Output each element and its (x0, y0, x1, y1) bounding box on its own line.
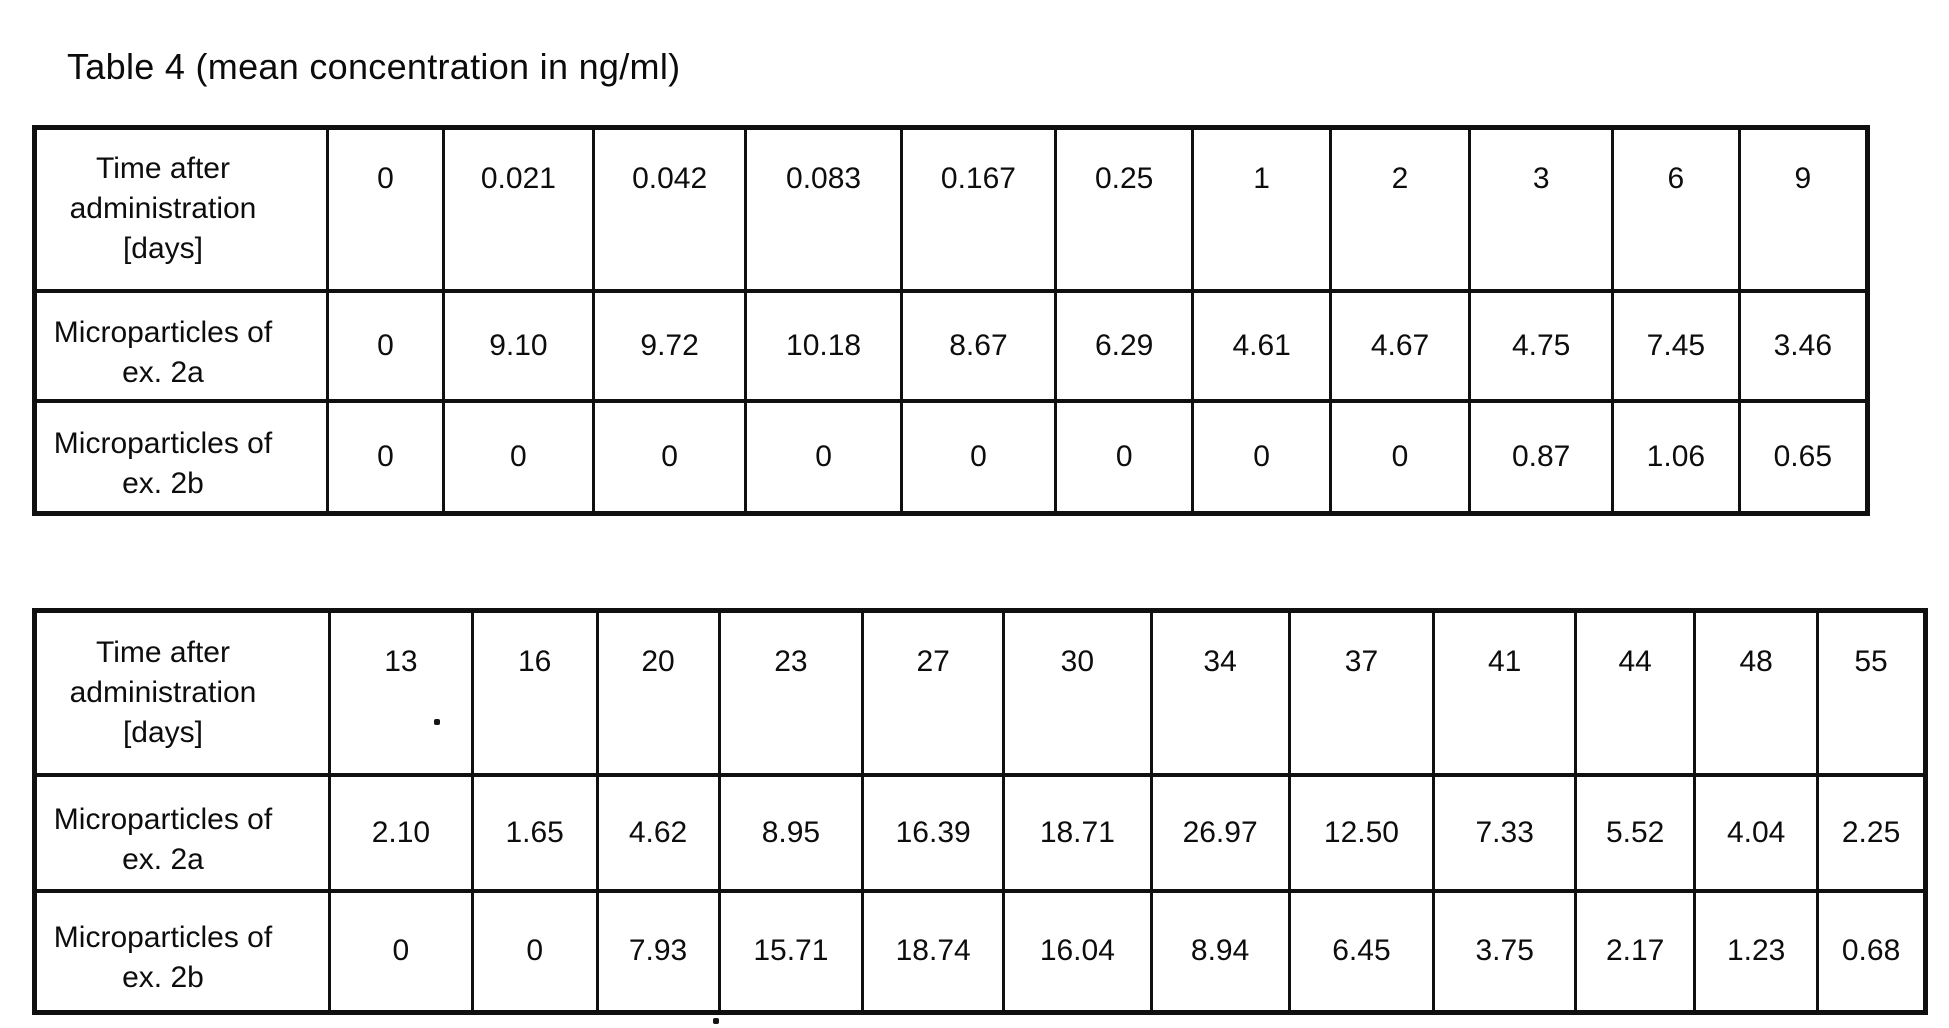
time-header-cell: 55 (1816, 608, 1927, 777)
value-cell: 0 (441, 398, 596, 516)
time-header-cell: 16 (470, 608, 599, 777)
row-header-time: Time after administration [days] (33, 608, 331, 777)
scan-speck (434, 719, 440, 725)
value-cell: 6.45 (1287, 888, 1436, 1015)
value-cell: 6.29 (1053, 288, 1195, 403)
time-header-cell: 0 (326, 125, 445, 293)
value-cell: 2.25 (1816, 772, 1927, 893)
value-cell: 10.18 (744, 288, 903, 403)
value-cell: 1.06 (1611, 398, 1741, 516)
time-header-cell: 27 (861, 608, 1006, 777)
value-cell: 0 (744, 398, 903, 516)
time-header-cell: 0.25 (1053, 125, 1195, 293)
value-cell: 4.62 (595, 772, 721, 893)
time-header-cell: 23 (717, 608, 865, 777)
table-row: Time after administration [days] 0 0.021… (32, 125, 1870, 293)
value-cell: 8.95 (717, 772, 865, 893)
value-cell: 9.72 (592, 288, 748, 403)
concentration-table-days-13-55: Time after administration [days] 13 16 2… (32, 608, 1928, 1015)
table-row: Microparticles of ex. 2a 2.10 1.65 4.62 … (33, 772, 1927, 893)
table-title: Table 4 (mean concentration in ng/ml) (67, 46, 681, 87)
value-cell: 0 (1328, 398, 1472, 516)
value-cell: 3.75 (1432, 888, 1578, 1015)
row-header-time-label: Time after administration [days] (69, 152, 257, 266)
concentration-table-days-0-9: Time after administration [days] 0 0.021… (32, 125, 1870, 516)
value-cell: 0 (899, 398, 1057, 516)
value-cell: 7.33 (1432, 772, 1578, 893)
value-cell: 0 (592, 398, 748, 516)
value-cell: 5.52 (1574, 772, 1697, 893)
row-header-ex2a-label: Microparticles of ex. 2a (53, 315, 273, 389)
value-cell: 8.94 (1149, 888, 1291, 1015)
value-cell: 12.50 (1287, 772, 1436, 893)
value-cell: 0.65 (1737, 398, 1870, 516)
time-header-cell: 44 (1574, 608, 1697, 777)
time-header-cell: 13 (328, 608, 474, 777)
value-cell: 4.61 (1191, 288, 1332, 403)
row-header-ex2a: Microparticles of ex. 2a (32, 288, 330, 403)
value-cell: 0 (470, 888, 599, 1015)
table-row: Microparticles of ex. 2b 0 0 0 0 0 0 0 0… (32, 398, 1870, 516)
value-cell: 0 (1053, 398, 1195, 516)
row-header-ex2b: Microparticles of ex. 2b (32, 398, 330, 516)
time-header-cell: 0.167 (899, 125, 1057, 293)
value-cell: 9.10 (441, 288, 596, 403)
time-header-cell: 41 (1432, 608, 1578, 777)
value-cell: 7.93 (595, 888, 721, 1015)
row-header-ex2a: Microparticles of ex. 2a (33, 772, 331, 893)
time-header-cell: 0.083 (744, 125, 903, 293)
time-header-cell: 48 (1693, 608, 1820, 777)
value-cell: 4.75 (1468, 288, 1615, 403)
time-header-cell: 34 (1149, 608, 1291, 777)
row-header-time: Time after administration [days] (32, 125, 330, 293)
row-header-ex2b-label: Microparticles of ex. 2b (53, 921, 273, 995)
value-cell: 0 (326, 288, 445, 403)
value-cell: 16.39 (861, 772, 1006, 893)
value-cell: 2.17 (1574, 888, 1697, 1015)
row-header-time-label: Time after administration [days] (69, 635, 257, 749)
value-cell: 0.68 (1816, 888, 1927, 1015)
time-header-cell: 30 (1002, 608, 1153, 777)
row-header-ex2b-label: Microparticles of ex. 2b (53, 426, 273, 500)
time-header-cell: 6 (1611, 125, 1741, 293)
value-cell: 0 (1191, 398, 1332, 516)
table-row: Microparticles of ex. 2a 0 9.10 9.72 10.… (32, 288, 1870, 403)
value-cell: 4.67 (1328, 288, 1472, 403)
value-cell: 18.74 (861, 888, 1006, 1015)
value-cell: 15.71 (717, 888, 865, 1015)
row-header-ex2b: Microparticles of ex. 2b (33, 888, 331, 1015)
value-cell: 3.46 (1737, 288, 1870, 403)
value-cell: 8.67 (899, 288, 1057, 403)
table-row: Microparticles of ex. 2b 0 0 7.93 15.71 … (33, 888, 1927, 1015)
value-cell: 26.97 (1149, 772, 1291, 893)
time-header-cell: 37 (1287, 608, 1436, 777)
value-cell: 4.04 (1693, 772, 1820, 893)
value-cell: 0 (326, 398, 445, 516)
time-header-cell: 1 (1191, 125, 1332, 293)
row-header-ex2a-label: Microparticles of ex. 2a (53, 802, 273, 876)
value-cell: 1.23 (1693, 888, 1820, 1015)
time-header-cell: 0.042 (592, 125, 748, 293)
time-header-cell: 3 (1468, 125, 1615, 293)
time-header-cell: 20 (595, 608, 721, 777)
value-cell: 16.04 (1002, 888, 1153, 1015)
value-cell: 2.10 (328, 772, 474, 893)
value-cell: 0.87 (1468, 398, 1615, 516)
value-cell: 0 (328, 888, 474, 1015)
time-header-cell: 9 (1737, 125, 1870, 293)
value-cell: 1.65 (470, 772, 599, 893)
value-cell: 7.45 (1611, 288, 1741, 403)
value-cell: 18.71 (1002, 772, 1153, 893)
scan-speck (713, 1018, 719, 1024)
table-row: Time after administration [days] 13 16 2… (33, 608, 1927, 777)
time-header-cell: 2 (1328, 125, 1472, 293)
time-header-cell: 0.021 (441, 125, 596, 293)
